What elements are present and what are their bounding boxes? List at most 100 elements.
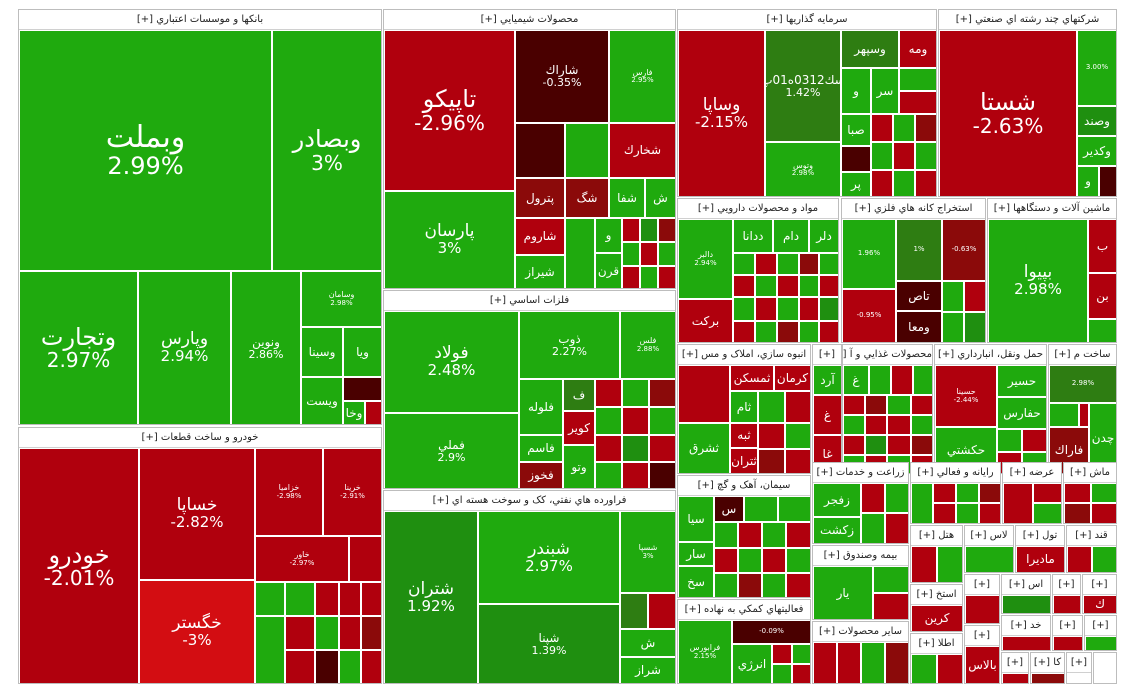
stock-tile[interactable]: پارسان 3% <box>384 191 515 288</box>
sector-p13[interactable] <box>1093 652 1117 684</box>
stock-tile[interactable] <box>349 536 381 582</box>
stock-tile[interactable]: و <box>595 218 622 253</box>
stock-tile[interactable]: ثام <box>730 391 758 423</box>
stock-tile[interactable]: شتران 1.92% <box>384 511 478 683</box>
stock-tile[interactable]: چدن <box>1089 403 1116 473</box>
sector-transport[interactable]: حمل ونقل، انبارداري [+] حسينا -2.44% حسير… <box>934 344 1047 474</box>
stock-tile[interactable]: شستا -2.63% <box>939 30 1077 196</box>
stock-tile[interactable]: فارس 2.95% <box>609 30 675 123</box>
stock-tile[interactable]: صبا <box>841 114 871 146</box>
stock-tile[interactable]: فخوز <box>519 462 563 488</box>
sector-p1[interactable]: استخ [+] كرين <box>910 584 963 632</box>
stock-tile[interactable]: -0.09% <box>732 620 810 644</box>
sector-mass[interactable]: انبوه سازي، املاک و مس [+] ثمسكن كرمان ث… <box>677 344 811 474</box>
stock-tile[interactable]: انرژي <box>732 644 772 683</box>
stock-tile[interactable]: ونوين 2.86% <box>231 271 301 424</box>
stock-tile[interactable]: دام <box>773 219 809 253</box>
stock-tile[interactable]: فولاد 2.48% <box>384 311 519 413</box>
stock-tile[interactable]: وصند <box>1077 106 1116 136</box>
stock-tile[interactable]: -0.63% <box>942 219 985 281</box>
stock-tile[interactable]: بن <box>1088 273 1116 319</box>
stock-tile[interactable]: شسپا 3% <box>620 511 675 593</box>
stock-tile[interactable]: ثبه <box>730 423 758 448</box>
sector-banks[interactable]: بانکها و موسسات اعتباري [+] وبملت 2.99% و… <box>18 9 382 425</box>
stock-tile[interactable]: يار <box>813 566 873 619</box>
sector-invest[interactable]: سرمايه گذاريها [+] وساپا-2.15% سك0312ه01… <box>677 9 937 197</box>
stock-tile[interactable]: ويست <box>301 377 343 424</box>
stock-tile[interactable]: زكشت <box>813 517 861 543</box>
stock-tile[interactable] <box>1049 403 1079 427</box>
stock-tile[interactable]: ددانا <box>733 219 773 253</box>
stock-tile[interactable]: شيراز <box>515 255 565 288</box>
sector-p7[interactable]: خد [+] <box>1001 615 1051 651</box>
sector-agri[interactable]: زراعت و خدمات [+] زفجر زكشت <box>812 462 909 544</box>
stock-tile[interactable]: شاروم <box>515 218 565 255</box>
stock-tile[interactable]: شفا <box>609 178 645 218</box>
stock-tile[interactable]: غ <box>813 395 841 435</box>
stock-tile[interactable]: ف <box>563 379 595 411</box>
sector-cement[interactable]: سيمان، آهک و گچ [+] سيا سار سخ س <box>677 475 811 598</box>
stock-tile[interactable]: خزاميا -2.98% <box>255 448 323 536</box>
stock-tile[interactable]: 3.00% <box>1077 30 1116 106</box>
stock-tile[interactable]: خرينا -2.91% <box>323 448 381 536</box>
sector-computer[interactable]: رايانه و فعالي [+] <box>910 462 1001 524</box>
stock-tile[interactable]: حسير <box>997 365 1046 397</box>
stock-tile[interactable] <box>678 365 730 423</box>
stock-tile[interactable]: شپنا 1.39% <box>478 604 620 683</box>
stock-tile[interactable]: ك <box>1083 595 1116 613</box>
sector-other[interactable]: ساير محصولات [+] <box>812 621 909 684</box>
stock-tile[interactable]: وسپهر <box>841 30 899 68</box>
sector-multi[interactable]: شرکتهاي چند رشته اي صنعتي [+] شستا -2.63%… <box>938 9 1117 197</box>
stock-tile[interactable]: فلوله <box>519 379 563 435</box>
stock-tile[interactable]: سر <box>871 68 899 114</box>
stock-tile[interactable]: 1.96% <box>842 219 896 289</box>
sector-food[interactable]: محصولات غذايي و آ [+] غ <box>842 344 933 474</box>
sector-small[interactable]: [+] آرد غ غا <box>812 344 842 474</box>
stock-tile[interactable]: شخارك <box>609 123 675 178</box>
stock-tile[interactable] <box>343 377 381 401</box>
stock-tile[interactable]: ويا <box>343 327 381 377</box>
stock-tile[interactable]: ثمسكن <box>730 365 774 391</box>
stock-tile[interactable]: پر <box>841 172 871 196</box>
sector-offer[interactable]: عرضه [+] <box>1002 462 1062 524</box>
sector-mining[interactable]: استخراج کانه هاي فلزي [+] 1.96% 1% -0.63… <box>841 198 986 343</box>
sector-p1b[interactable]: اطلا [+] <box>910 633 963 684</box>
stock-tile[interactable]: ماديرا <box>1016 546 1064 572</box>
sector-p6[interactable]: [+] بالاس <box>964 625 1000 684</box>
stock-tile[interactable]: وساپا -2.15% <box>678 30 765 196</box>
sector-insurance[interactable]: بيمه وصندوق [+] يار <box>812 545 909 620</box>
sector-p5[interactable]: [+] ك <box>1082 574 1117 614</box>
stock-tile[interactable]: سك0312ه01پ1.42% <box>765 30 841 142</box>
stock-tile[interactable]: ش <box>645 178 675 218</box>
stock-tile[interactable]: بالاس <box>965 646 999 683</box>
sector-p8[interactable]: [+] <box>1052 615 1083 651</box>
sector-p10[interactable]: [+] <box>1001 652 1029 684</box>
stock-tile[interactable]: سيا <box>678 496 714 542</box>
stock-tile[interactable]: خساپا -2.82% <box>139 448 255 580</box>
stock-tile[interactable]: 1% <box>896 219 942 281</box>
stock-tile[interactable]: كرمان <box>774 365 810 391</box>
stock-tile[interactable]: وبملت 2.99% <box>19 30 272 271</box>
stock-tile[interactable]: وبصادر 3% <box>272 30 381 271</box>
stock-tile[interactable]: زفجر <box>813 483 861 517</box>
stock-tile[interactable]: قرن <box>595 253 622 288</box>
sector-chemicals[interactable]: محصولات شيميايي [+] تاپيكو -2.96% پارسان 3… <box>383 9 676 289</box>
stock-tile[interactable]: فلس 2.88% <box>620 311 675 379</box>
stock-tile[interactable]: كرين <box>911 605 962 631</box>
sector-metals[interactable]: فلزات اساسي [+] فولاد 2.48% فملي 2.9% ذوب 2… <box>383 290 676 489</box>
stock-tile[interactable]: ب <box>1088 219 1116 273</box>
stock-tile[interactable]: حسينا -2.44% <box>935 365 997 427</box>
stock-tile[interactable]: تاص <box>896 281 942 311</box>
stock-tile[interactable]: خودرو -2.01% <box>19 448 139 683</box>
stock-tile[interactable]: ثشرق <box>678 423 730 473</box>
sector-p4[interactable]: [+] <box>1052 574 1081 614</box>
stock-tile[interactable]: خگستر -3% <box>139 580 255 683</box>
stock-tile[interactable]: كوير <box>563 411 595 445</box>
stock-tile[interactable]: شراز <box>620 657 675 683</box>
stock-tile[interactable]: وتوس 2.98% <box>765 142 841 196</box>
stock-tile[interactable]: وتجارت 2.97% <box>19 271 138 424</box>
stock-tile[interactable]: ش <box>620 629 675 657</box>
sector-mach2[interactable]: ماش [+] <box>1063 462 1117 524</box>
stock-tile[interactable]: وكدير <box>1077 136 1116 166</box>
stock-tile[interactable]: دلر <box>809 219 838 253</box>
